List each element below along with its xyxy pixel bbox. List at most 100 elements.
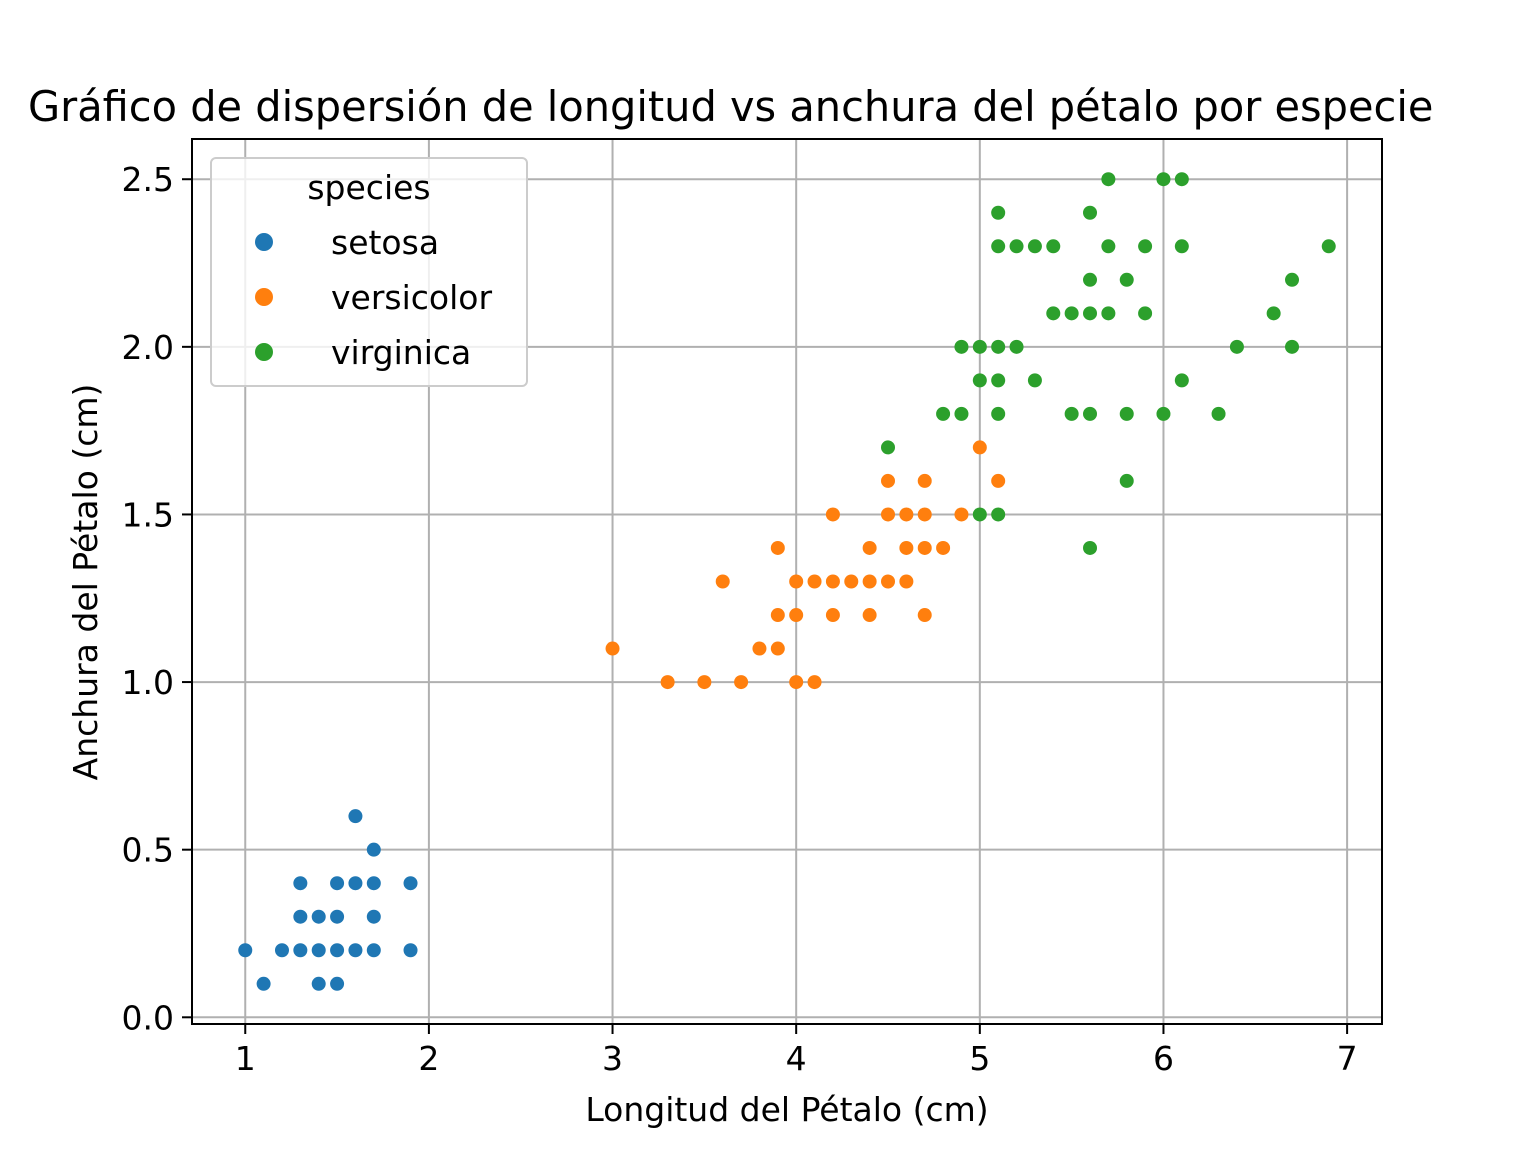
- data-point-versicolor: [917, 608, 932, 623]
- data-point-versicolor: [917, 507, 932, 522]
- data-point-virginica: [1083, 272, 1098, 287]
- x-tick-label: 2: [418, 1039, 439, 1078]
- x-axis-label: Longitud del Pétalo (cm): [585, 1090, 988, 1129]
- data-point-virginica: [1083, 540, 1098, 555]
- data-point-versicolor: [899, 574, 914, 589]
- data-point-virginica: [1138, 239, 1153, 254]
- data-point-versicolor: [807, 574, 822, 589]
- data-point-setosa: [366, 943, 381, 958]
- x-tick-label: 4: [786, 1039, 807, 1078]
- data-point-virginica: [1285, 272, 1300, 287]
- x-tick-label: 6: [1153, 1039, 1174, 1078]
- data-point-setosa: [330, 909, 345, 924]
- grid-lines: [192, 139, 1382, 1024]
- data-point-versicolor: [844, 574, 859, 589]
- data-point-virginica: [1119, 473, 1134, 488]
- data-point-virginica: [1009, 239, 1024, 254]
- data-point-virginica: [1027, 239, 1042, 254]
- data-point-virginica: [1083, 306, 1098, 321]
- legend-marker-versicolor: [255, 288, 273, 306]
- data-point-virginica: [991, 239, 1006, 254]
- data-point-setosa: [366, 842, 381, 857]
- y-tick-label: 2.0: [122, 328, 174, 367]
- data-point-setosa: [293, 909, 308, 924]
- data-point-virginica: [1064, 406, 1079, 421]
- data-point-virginica: [1174, 172, 1189, 187]
- data-point-virginica: [1321, 239, 1336, 254]
- data-point-virginica: [1083, 205, 1098, 220]
- data-point-setosa: [293, 943, 308, 958]
- data-point-versicolor: [954, 507, 969, 522]
- data-point-virginica: [972, 339, 987, 354]
- data-point-virginica: [1119, 406, 1134, 421]
- data-point-setosa: [330, 876, 345, 891]
- data-point-versicolor: [862, 608, 877, 623]
- legend: species setosa versicolor virginica: [210, 157, 528, 387]
- legend-label-setosa: setosa: [331, 223, 439, 262]
- data-point-virginica: [1174, 239, 1189, 254]
- data-point-versicolor: [825, 507, 840, 522]
- legend-marker-setosa: [255, 233, 273, 251]
- data-point-virginica: [954, 339, 969, 354]
- data-point-virginica: [991, 373, 1006, 388]
- data-point-setosa: [348, 876, 363, 891]
- data-point-setosa: [403, 943, 418, 958]
- data-point-versicolor: [972, 440, 987, 455]
- legend-box: [210, 157, 528, 387]
- data-point-versicolor: [660, 675, 675, 690]
- data-point-versicolor: [881, 507, 896, 522]
- y-tick-label: 2.5: [122, 160, 174, 199]
- data-point-setosa: [311, 976, 326, 991]
- data-point-virginica: [991, 406, 1006, 421]
- data-point-versicolor: [697, 675, 712, 690]
- data-point-virginica: [1211, 406, 1226, 421]
- legend-items: setosa versicolor virginica: [255, 223, 492, 372]
- data-point-versicolor: [936, 540, 951, 555]
- y-tick-label: 1.0: [122, 663, 174, 702]
- data-point-virginica: [1119, 272, 1134, 287]
- data-point-virginica: [1138, 306, 1153, 321]
- data-point-versicolor: [770, 540, 785, 555]
- data-point-setosa: [403, 876, 418, 891]
- y-axis-label: Anchura del Pétalo (cm): [66, 384, 105, 781]
- data-point-virginica: [1229, 339, 1244, 354]
- data-point-virginica: [1266, 306, 1281, 321]
- y-tick-label: 0.0: [122, 998, 174, 1037]
- data-point-virginica: [1156, 406, 1171, 421]
- data-point-versicolor: [825, 574, 840, 589]
- data-point-versicolor: [881, 574, 896, 589]
- x-tick-label: 5: [969, 1039, 990, 1078]
- legend-title: species: [307, 168, 430, 207]
- data-point-versicolor: [770, 608, 785, 623]
- data-point-versicolor: [881, 473, 896, 488]
- data-point-versicolor: [752, 641, 767, 656]
- data-point-versicolor: [862, 574, 877, 589]
- data-point-virginica: [1156, 172, 1171, 187]
- data-point-versicolor: [917, 540, 932, 555]
- data-point-virginica: [972, 507, 987, 522]
- data-point-virginica: [936, 406, 951, 421]
- data-point-virginica: [881, 440, 896, 455]
- data-point-versicolor: [917, 473, 932, 488]
- data-point-versicolor: [899, 507, 914, 522]
- data-point-virginica: [1083, 406, 1098, 421]
- data-point-virginica: [1027, 373, 1042, 388]
- data-point-setosa: [366, 909, 381, 924]
- data-point-setosa: [348, 943, 363, 958]
- legend-marker-virginica: [255, 343, 273, 361]
- x-axis-ticks: 1 2 3 4 5 6 7: [235, 1024, 1358, 1078]
- data-point-virginica: [954, 406, 969, 421]
- data-point-virginica: [1101, 306, 1116, 321]
- data-point-versicolor: [734, 675, 749, 690]
- data-point-versicolor: [862, 540, 877, 555]
- data-point-virginica: [1046, 239, 1061, 254]
- plot-area-frame: [191, 138, 1383, 1025]
- chart-title: Gráfico de dispersión de longitud vs anc…: [28, 82, 1433, 131]
- data-point-virginica: [1101, 172, 1116, 187]
- data-point-setosa: [330, 976, 345, 991]
- data-point-setosa: [256, 976, 271, 991]
- x-tick-label: 3: [602, 1039, 623, 1078]
- data-point-versicolor: [605, 641, 620, 656]
- y-tick-label: 0.5: [122, 831, 174, 870]
